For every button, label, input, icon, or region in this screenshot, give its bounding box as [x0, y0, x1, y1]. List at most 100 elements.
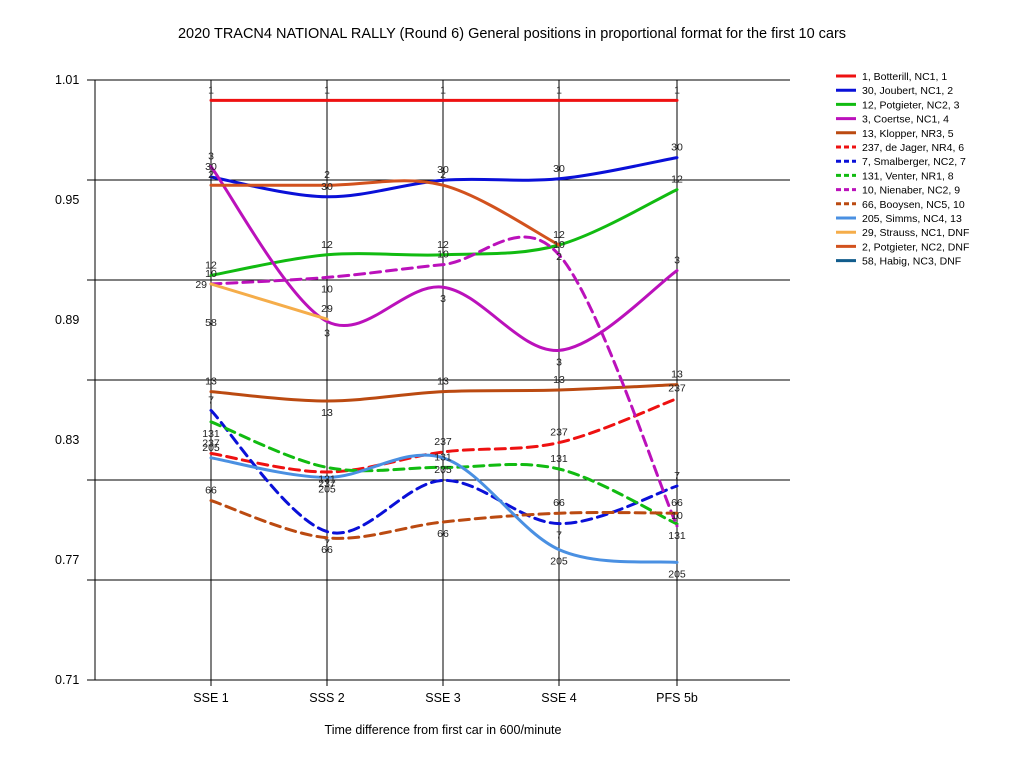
point-label: 30: [553, 163, 565, 175]
x-tick-label: SSE 3: [425, 691, 460, 705]
point-label: 1: [208, 84, 214, 96]
point-label: 237: [202, 437, 220, 449]
y-tick-label: 0.71: [55, 673, 79, 687]
legend-entry: 58, Habig, NC3, DNF: [862, 256, 961, 268]
legend-entry: 7, Smalberger, NC2, 7: [862, 156, 966, 168]
legend-entry: 131, Venter, NR1, 8: [862, 170, 954, 182]
point-label: 237: [550, 427, 568, 439]
series-line: [209, 408, 679, 535]
point-label: 29: [195, 279, 207, 291]
point-label: 131: [668, 530, 686, 542]
x-tick-label: SSE 1: [193, 691, 228, 705]
point-label: 13: [321, 407, 333, 419]
y-tick-label: 0.89: [55, 313, 79, 327]
point-label: 7: [324, 538, 330, 550]
point-label: 1: [324, 84, 330, 96]
point-label: 10: [671, 510, 683, 522]
point-label: 7: [440, 464, 446, 476]
point-label: 205: [668, 568, 686, 580]
x-axis-label: Time difference from first car in 600/mi…: [325, 723, 562, 737]
y-tick-label: 1.01: [55, 73, 79, 87]
series-line: [209, 235, 679, 528]
point-label: 13: [553, 374, 565, 386]
point-label: 1: [440, 84, 446, 96]
series-line: [209, 397, 679, 474]
point-label: 13: [437, 376, 449, 388]
point-label: 12: [321, 239, 333, 251]
x-tick-label: PFS 5b: [656, 691, 698, 705]
point-label: 10: [437, 249, 449, 261]
y-tick-label: 0.77: [55, 553, 79, 567]
point-label: 29: [321, 303, 333, 315]
point-label: 2: [556, 251, 562, 263]
legend-entry: 205, Simms, NC4, 13: [862, 213, 962, 225]
point-label: 7: [556, 530, 562, 542]
point-label: 3: [324, 327, 330, 339]
point-label: 58: [205, 317, 217, 329]
legend-entry: 29, Strauss, NC1, DNF: [862, 227, 969, 239]
series-line: [209, 499, 679, 540]
point-label: 13: [205, 376, 217, 388]
point-label: 205: [434, 464, 452, 476]
point-label: 7: [208, 394, 214, 406]
series-line: [209, 156, 679, 199]
point-label: 66: [671, 497, 683, 509]
point-label: 131: [202, 428, 220, 440]
series-line: [209, 165, 679, 352]
x-tick-label: SSE 4: [541, 691, 576, 705]
chart-title: 2020 TRACN4 NATIONAL RALLY (Round 6) Gen…: [178, 26, 846, 42]
point-label: 12: [437, 239, 449, 251]
point-label: 1: [674, 84, 680, 96]
legend-entry: 2, Potgieter, NC2, DNF: [862, 241, 969, 253]
point-label: 30: [321, 181, 333, 193]
series-line: [209, 188, 679, 277]
point-label: 3: [440, 293, 446, 305]
point-label: 13: [671, 369, 683, 381]
legend-entry: 237, de Jager, NR4, 6: [862, 142, 964, 154]
point-label: 131: [318, 473, 336, 485]
legend: 1, Botterill, NC1, 1 30, Joubert, NC1, 2 1…: [836, 71, 969, 268]
series-line: [209, 383, 679, 403]
point-label: 1: [556, 84, 562, 96]
point-label: 12: [553, 229, 565, 241]
point-label: 131: [434, 451, 452, 463]
legend-entry: 13, Klopper, NR3, 5: [862, 128, 954, 140]
point-label: 12: [671, 174, 683, 186]
point-label: 3: [556, 356, 562, 368]
point-label: 7: [674, 470, 680, 482]
point-label: 10: [205, 268, 217, 280]
point-label: 3: [208, 151, 214, 163]
legend-entry: 3, Coertse, NC1, 4: [862, 114, 949, 126]
x-tick-label: SSS 2: [309, 691, 344, 705]
point-label: 66: [553, 497, 565, 509]
series-line: [209, 420, 679, 526]
point-label: 66: [321, 544, 333, 556]
legend-entry: 1, Botterill, NC1, 1: [862, 71, 947, 83]
y-tick-label: 0.95: [55, 193, 79, 207]
legend-entry: 66, Booysen, NC5, 10: [862, 199, 965, 211]
point-label: 237: [668, 383, 686, 395]
point-label: 30: [437, 164, 449, 176]
point-label: 3: [674, 255, 680, 267]
point-label: 131: [550, 453, 568, 465]
series-line: [209, 179, 561, 247]
legend-entry: 10, Nienaber, NC2, 9: [862, 185, 960, 197]
point-label: 10: [321, 283, 333, 295]
point-label: 205: [202, 442, 220, 454]
axes: 0.71 0.77 0.83 0.89 0.95 1.01 SSE 1 SSS 2 SSE 3 S…: [55, 73, 790, 705]
point-label: 2: [440, 169, 446, 181]
point-label: 237: [318, 478, 336, 490]
series-line: [209, 282, 329, 321]
legend-entry: 30, Joubert, NC1, 2: [862, 85, 953, 97]
point-label: 30: [205, 161, 217, 173]
y-tick-label: 0.83: [55, 433, 79, 447]
point-labels: 1 1 1 1 1 30 30 30 30 30 12 12 12 12 12 3 3 3 3 3 13 13 13 13 13…: [195, 84, 686, 580]
point-label: 2: [208, 169, 214, 181]
point-label: 12: [205, 259, 217, 271]
series-line: [209, 453, 679, 564]
point-label: 66: [205, 485, 217, 497]
legend-entry: 12, Potgieter, NC2, 3: [862, 99, 960, 111]
point-label: 2: [324, 169, 330, 181]
point-label: 237: [434, 436, 452, 448]
